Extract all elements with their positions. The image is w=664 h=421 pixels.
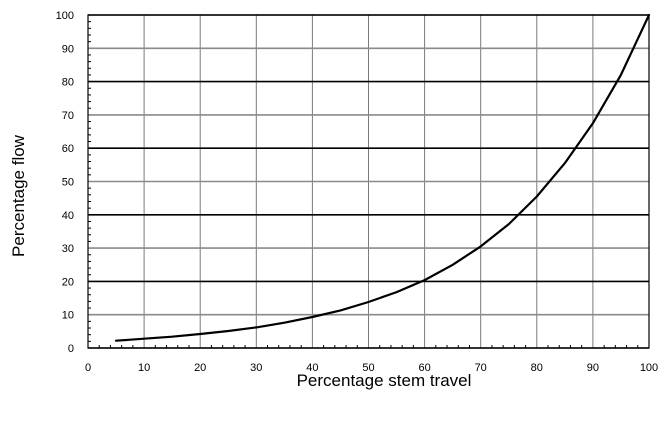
y-tick-label: 100 <box>56 10 74 22</box>
y-tick-label: 50 <box>62 177 74 189</box>
y-tick-label: 10 <box>62 310 74 322</box>
y-tick-label: 40 <box>62 210 74 222</box>
y-axis-title: Percentage flow <box>9 134 28 257</box>
x-tick-labels: 0 10 20 30 40 50 60 70 80 90 100 <box>85 362 658 374</box>
x-tick-label: 100 <box>640 362 658 374</box>
x-axis-title: Percentage stem travel <box>297 371 472 390</box>
y-tick-label: 20 <box>62 276 74 288</box>
x-tick-label: 60 <box>418 362 430 374</box>
x-tick-label: 10 <box>138 362 150 374</box>
y-tick-labels: 0 10 20 30 40 50 60 70 80 90 100 <box>56 10 74 355</box>
x-tick-label: 70 <box>475 362 487 374</box>
x-tick-label: 90 <box>587 362 599 374</box>
y-tick-label: 70 <box>62 110 74 122</box>
y-tick-label: 90 <box>62 43 74 55</box>
y-tick-label: 30 <box>62 243 74 255</box>
y-tick-label: 0 <box>68 343 74 355</box>
y-tick-label: 80 <box>62 77 74 89</box>
x-tick-label: 50 <box>362 362 374 374</box>
x-tick-label: 0 <box>85 362 91 374</box>
x-tick-label: 40 <box>306 362 318 374</box>
y-tick-label: 60 <box>62 143 74 155</box>
x-tick-label: 80 <box>531 362 543 374</box>
x-tick-label: 20 <box>194 362 206 374</box>
plot-frame <box>87 14 650 349</box>
x-tick-label: 30 <box>250 362 262 374</box>
series-line <box>114 13 651 342</box>
